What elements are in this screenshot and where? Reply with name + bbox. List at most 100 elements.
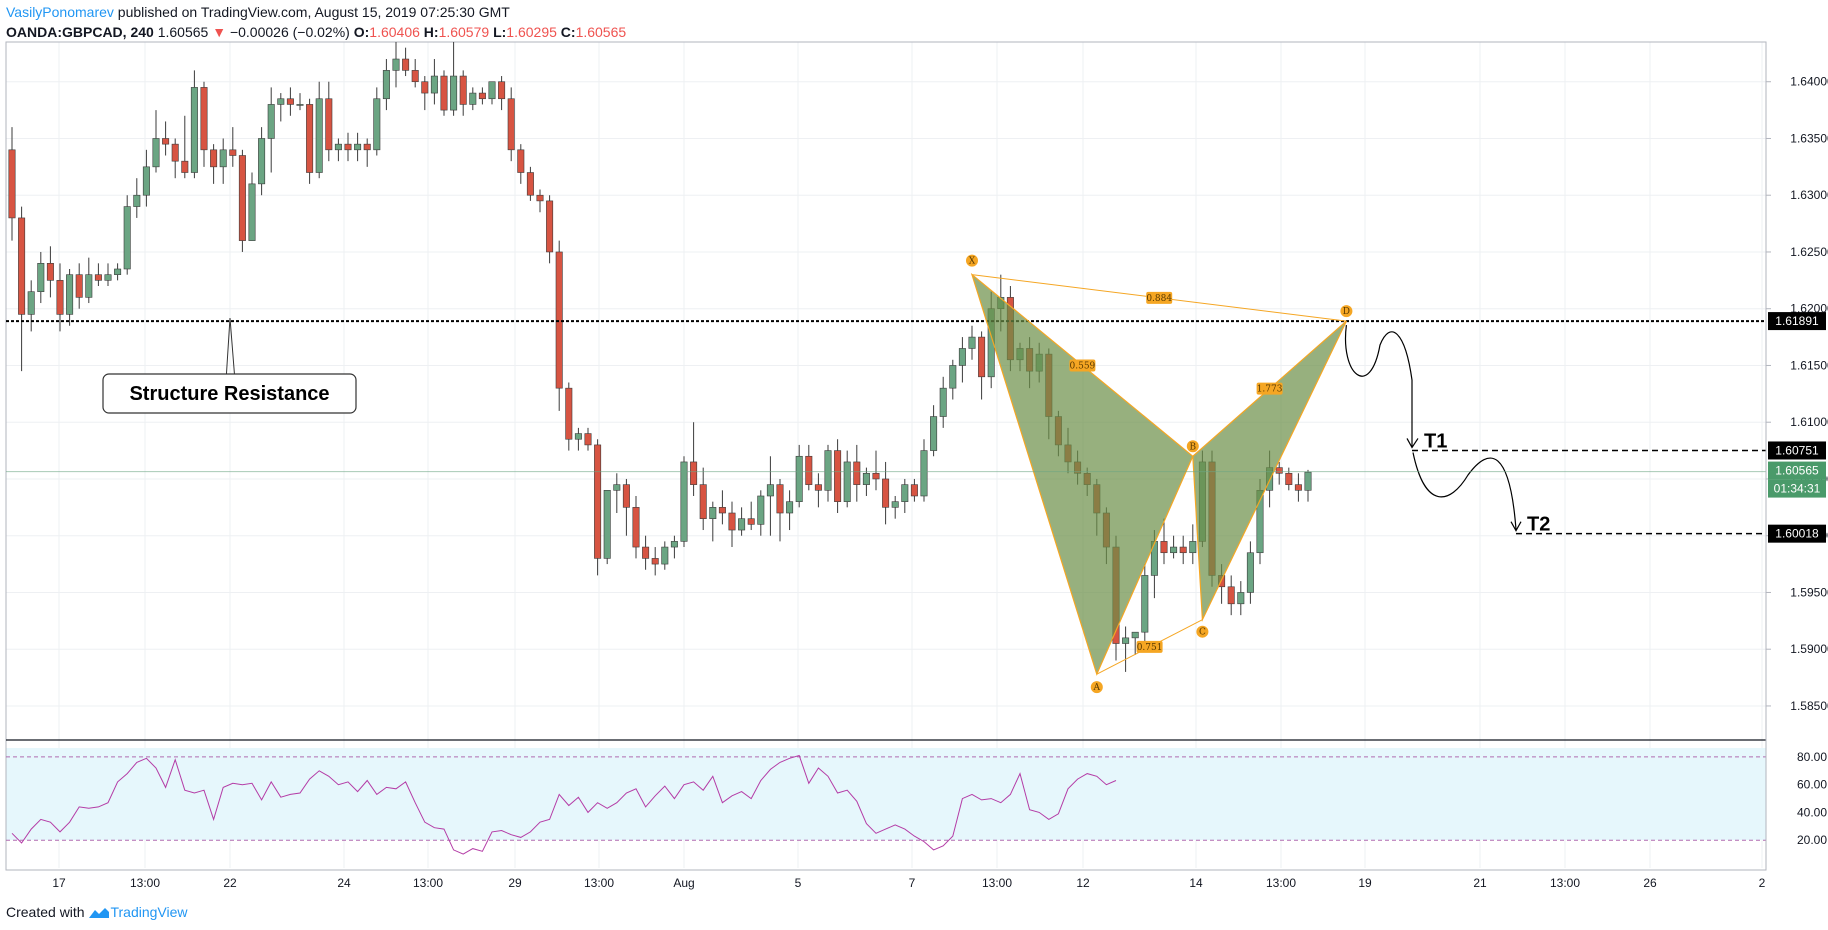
time-tick-label: 22 <box>223 876 237 890</box>
candle-body <box>526 172 534 196</box>
candle <box>891 495 899 519</box>
chart-header: VasilyPonomarev published on TradingView… <box>6 2 626 42</box>
low-value: 1.60295 <box>506 24 557 40</box>
candle-body <box>978 336 986 378</box>
candle-body <box>229 149 237 156</box>
time-tick-label: 13:00 <box>982 876 1012 890</box>
candle <box>315 81 323 179</box>
candle-body <box>699 484 707 519</box>
candle-body <box>891 501 899 508</box>
time-tick-label: 7 <box>909 876 916 890</box>
candle-body <box>56 280 64 315</box>
candle-body <box>709 507 717 519</box>
candle-body <box>75 274 83 298</box>
candle <box>354 132 362 162</box>
candle-body <box>267 104 275 139</box>
tradingview-logo-icon <box>89 908 110 918</box>
candle <box>363 138 371 167</box>
candle-body <box>411 70 419 83</box>
chart-border <box>5 41 1767 871</box>
candle-body <box>210 149 218 168</box>
candle <box>546 195 554 264</box>
ratio-badge <box>1256 382 1283 395</box>
candle-body <box>786 501 794 514</box>
candle-body <box>200 87 208 151</box>
candle-body <box>286 98 294 105</box>
arrow-icon <box>1510 521 1522 532</box>
point-label-d: D <box>1343 307 1350 317</box>
candle <box>1304 469 1312 502</box>
candle <box>776 478 784 542</box>
candle <box>56 263 64 332</box>
candle <box>286 87 294 116</box>
candle-body <box>853 461 861 485</box>
point-label-x: X <box>969 257 976 267</box>
candle-body <box>450 75 458 111</box>
candle <box>306 98 314 184</box>
candle <box>901 478 909 514</box>
candle-body <box>37 263 45 292</box>
candle-body <box>1237 592 1245 605</box>
symbol-label: OANDA:GBPCAD, 240 <box>6 24 154 40</box>
author-link[interactable]: VasilyPonomarev <box>6 4 114 20</box>
candle <box>133 178 141 218</box>
candle-body <box>430 75 438 94</box>
t2-price-tag <box>1768 524 1826 543</box>
candle <box>565 382 573 451</box>
candle-body <box>373 98 381 151</box>
candle <box>8 127 16 241</box>
candle <box>450 42 458 116</box>
candle <box>123 195 131 275</box>
candle <box>853 444 861 502</box>
candle <box>66 268 74 326</box>
candle-body <box>219 149 227 168</box>
ratio-badge <box>1136 640 1163 653</box>
candle-body <box>766 484 774 497</box>
candle <box>670 535 678 559</box>
candle <box>344 132 352 162</box>
candle <box>805 444 813 491</box>
countdown-tag <box>1768 479 1826 498</box>
price-axis: 1.640001.635001.630001.625001.620001.615… <box>1765 42 1828 870</box>
candle <box>46 246 54 298</box>
candle <box>210 144 218 184</box>
candle <box>1237 581 1245 616</box>
candle-body <box>738 518 746 531</box>
structure-label: Structure Resistance <box>129 383 329 405</box>
candle-body <box>354 143 362 151</box>
down-arrow-icon: ▼ <box>212 24 227 40</box>
candle <box>978 331 986 400</box>
point-label-b: B <box>1189 442 1196 452</box>
candle-body <box>8 149 16 219</box>
resistance-price-tag <box>1768 312 1826 331</box>
candle <box>632 495 640 559</box>
candle <box>1170 535 1178 559</box>
time-tick-label: 12 <box>1076 876 1090 890</box>
candle-body <box>392 58 400 71</box>
ohlc-line: OANDA:GBPCAD, 240 1.60565 ▼ −0.00026 (−0… <box>6 22 626 42</box>
candle <box>507 87 515 162</box>
candle-body <box>555 251 563 389</box>
candle-body <box>306 104 314 173</box>
tradingview-link[interactable]: TradingView <box>110 904 188 920</box>
countdown-value: 01:34:31 <box>1774 482 1821 496</box>
time-tick-label: 13:00 <box>130 876 160 890</box>
candle-body <box>1246 552 1254 593</box>
candle-body <box>190 87 198 173</box>
candle <box>661 541 669 570</box>
candle <box>622 478 630 536</box>
time-tick-label: 13:00 <box>1266 876 1296 890</box>
candle <box>411 59 419 88</box>
candle-body <box>1227 586 1235 605</box>
ratio-label-ac: 0.751 <box>1137 643 1163 653</box>
candle-body <box>843 461 851 502</box>
projection-path-2 <box>1412 452 1517 530</box>
t1-price-tag <box>1768 441 1826 460</box>
candle <box>430 59 438 105</box>
candle-body <box>363 143 371 151</box>
candle-body <box>757 495 765 525</box>
candle-body <box>930 416 938 451</box>
candle <box>613 473 621 514</box>
candle <box>18 206 26 372</box>
